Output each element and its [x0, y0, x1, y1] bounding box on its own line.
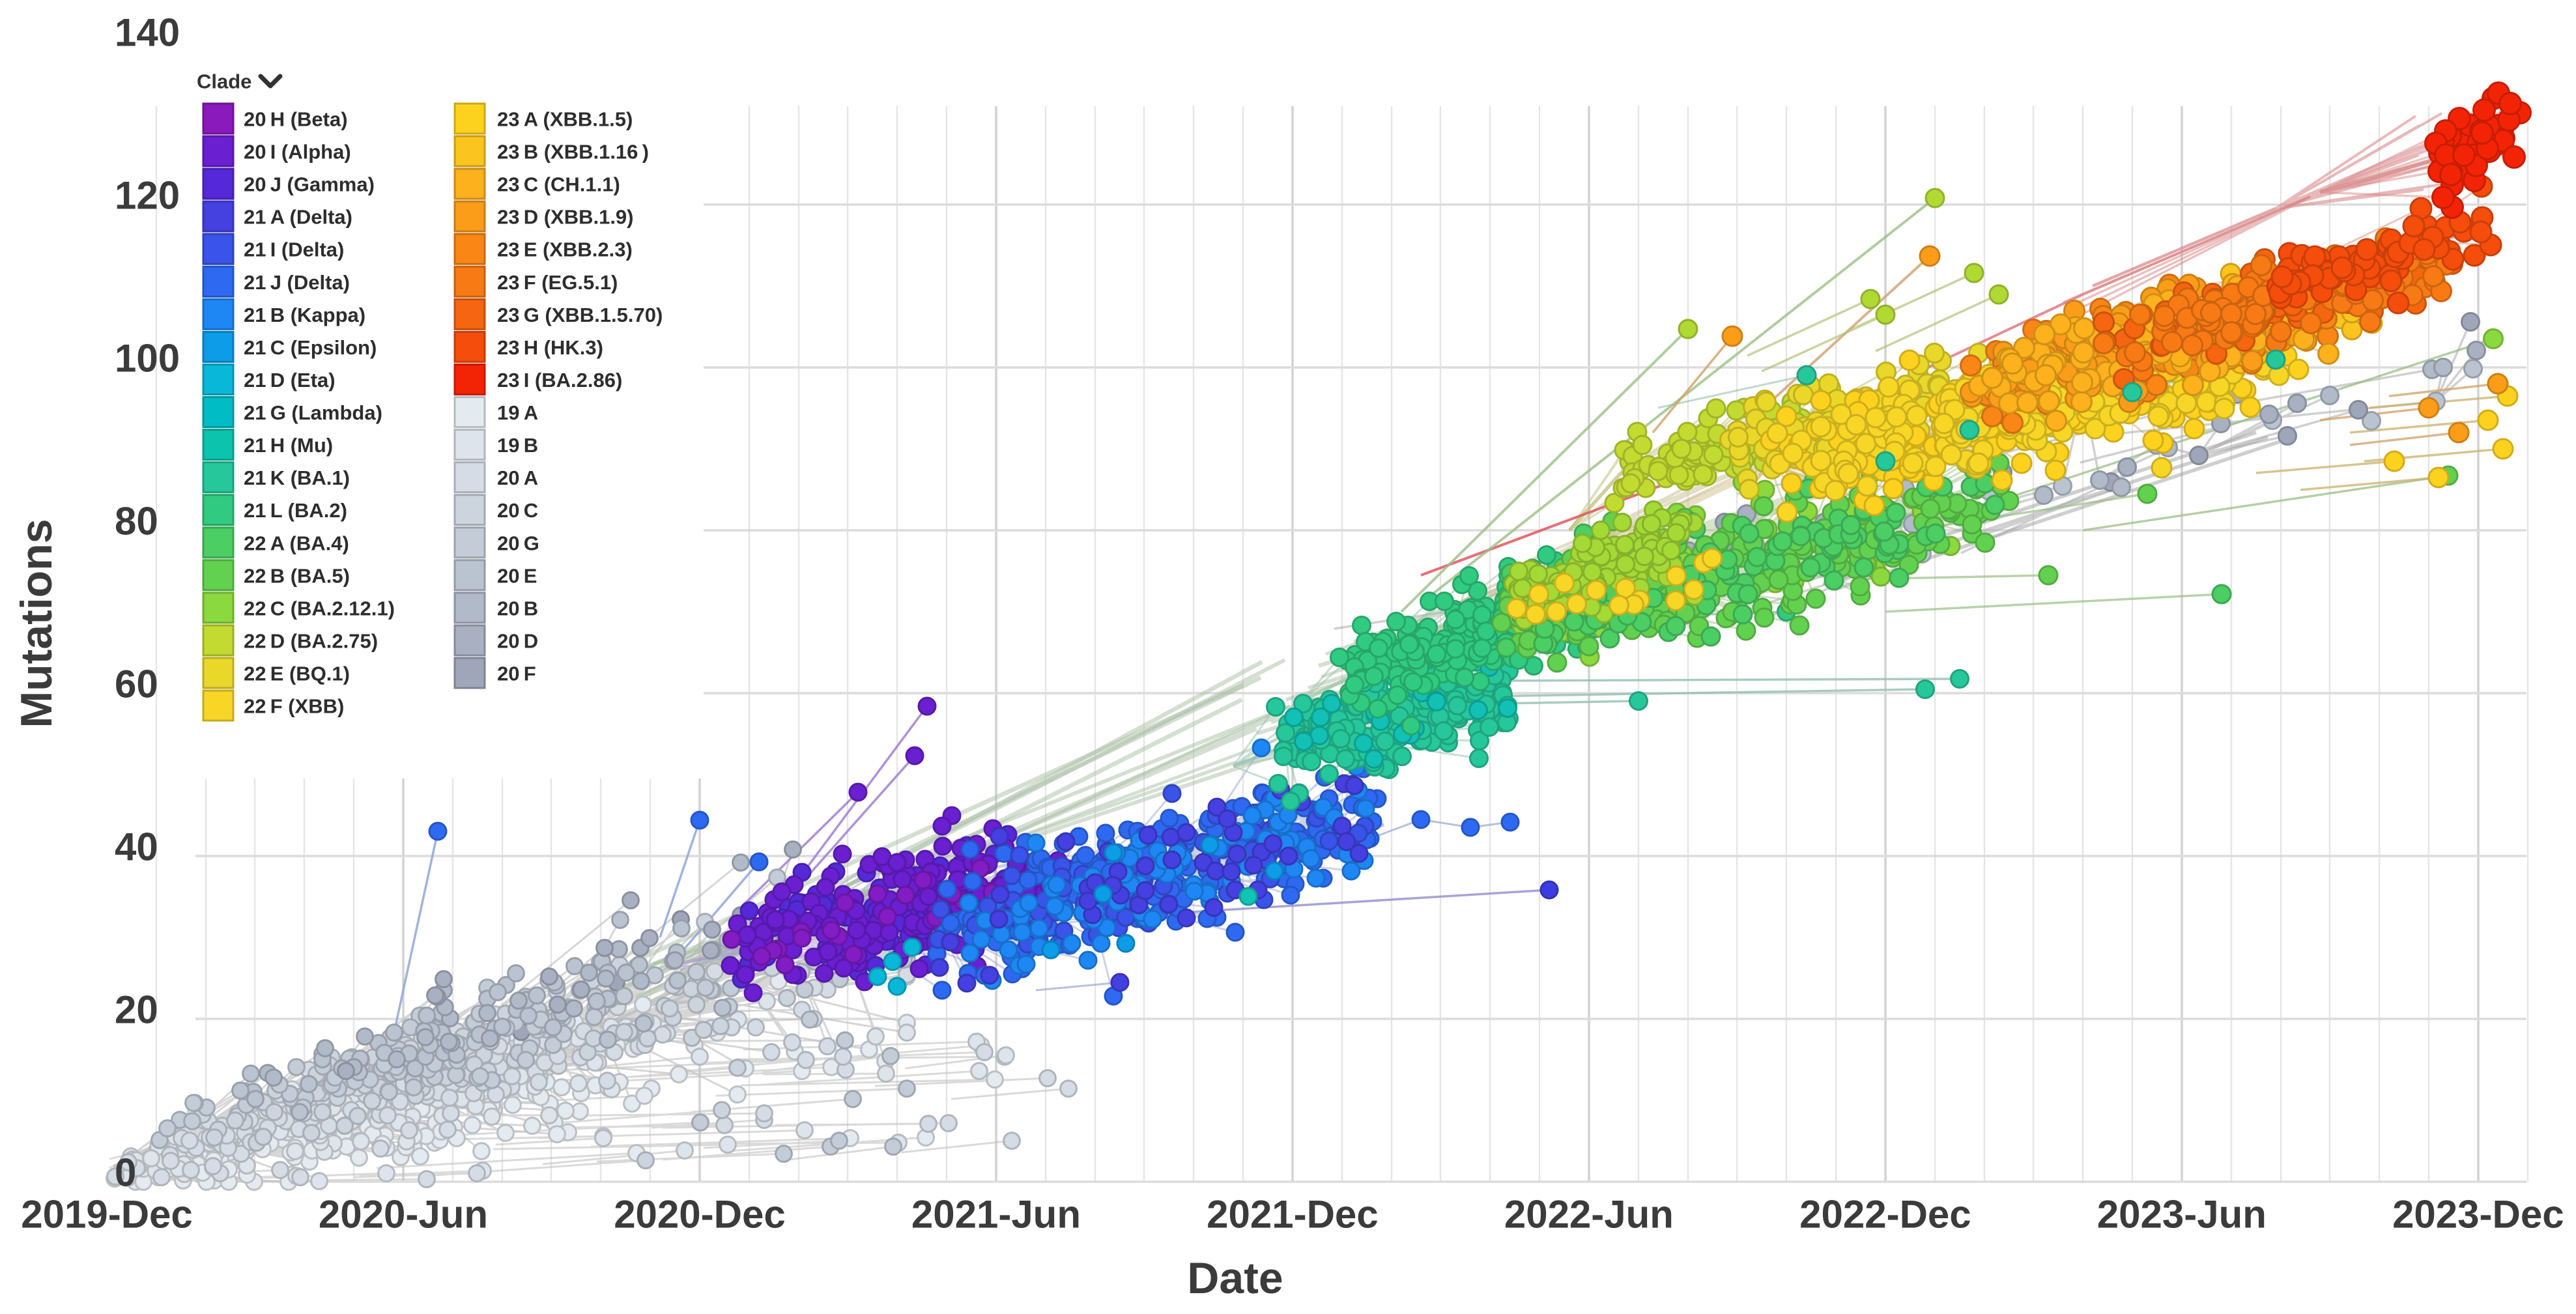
svg-text:21 J (Delta): 21 J (Delta) — [244, 271, 350, 294]
svg-text:2021-Jun: 2021-Jun — [911, 1193, 1081, 1236]
svg-text:0: 0 — [115, 1151, 136, 1195]
svg-text:21 B (Kappa): 21 B (Kappa) — [244, 304, 365, 326]
svg-text:20 B: 20 B — [497, 597, 538, 620]
svg-text:22 B (BA.5): 22 B (BA.5) — [244, 564, 350, 587]
svg-text:23 E (XBB.2.3): 23 E (XBB.2.3) — [497, 238, 633, 261]
svg-text:20 E: 20 E — [497, 564, 537, 587]
svg-text:23 A (XBB.1.5): 23 A (XBB.1.5) — [497, 108, 633, 131]
svg-text:21 D (Eta): 21 D (Eta) — [244, 369, 336, 392]
svg-text:22 C (BA.2.12.1): 22 C (BA.2.12.1) — [244, 597, 395, 620]
svg-text:2022-Dec: 2022-Dec — [1799, 1193, 1971, 1236]
svg-text:Mutations: Mutations — [12, 519, 61, 728]
svg-text:19 A: 19 A — [497, 401, 538, 424]
svg-text:21 L (BA.2): 21 L (BA.2) — [244, 499, 347, 522]
svg-text:23 H (HK.3): 23 H (HK.3) — [497, 336, 603, 359]
svg-text:23 C (CH.1.1): 23 C (CH.1.1) — [497, 173, 620, 196]
svg-text:21 H (Mu): 21 H (Mu) — [244, 434, 333, 457]
svg-text:21 C (Epsilon): 21 C (Epsilon) — [244, 336, 377, 359]
svg-text:Clade: Clade — [197, 70, 251, 93]
svg-text:100: 100 — [115, 337, 180, 380]
svg-text:21 A (Delta): 21 A (Delta) — [244, 206, 352, 229]
svg-text:2019-Dec: 2019-Dec — [21, 1193, 193, 1236]
svg-text:60: 60 — [115, 663, 158, 706]
svg-text:20 D: 20 D — [497, 629, 538, 652]
svg-text:23 F (EG.5.1): 23 F (EG.5.1) — [497, 271, 618, 294]
svg-text:2020-Jun: 2020-Jun — [319, 1193, 488, 1236]
svg-text:22 F (XBB): 22 F (XBB) — [244, 695, 344, 718]
svg-text:23 G (XBB.1.5.70): 23 G (XBB.1.5.70) — [497, 304, 663, 326]
svg-text:20 I (Alpha): 20 I (Alpha) — [244, 141, 351, 164]
svg-text:20 C: 20 C — [497, 499, 538, 522]
svg-text:21 I (Delta): 21 I (Delta) — [244, 238, 344, 261]
svg-text:120: 120 — [115, 174, 180, 218]
svg-text:2023-Dec: 2023-Dec — [2392, 1193, 2564, 1236]
svg-text:40: 40 — [115, 825, 158, 869]
svg-text:23 B (XBB.1.16 ): 23 B (XBB.1.16 ) — [497, 141, 649, 164]
svg-text:20 H (Beta): 20 H (Beta) — [244, 108, 348, 131]
svg-text:19 B: 19 B — [497, 434, 538, 457]
svg-text:2022-Jun: 2022-Jun — [1504, 1193, 1674, 1236]
svg-text:20: 20 — [115, 988, 158, 1032]
svg-text:22 D (BA.2.75): 22 D (BA.2.75) — [244, 629, 378, 652]
svg-text:2023-Jun: 2023-Jun — [2097, 1193, 2267, 1236]
svg-text:Date: Date — [1187, 1253, 1283, 1303]
svg-text:2021-Dec: 2021-Dec — [1207, 1193, 1379, 1236]
svg-text:20 A: 20 A — [497, 466, 538, 489]
svg-text:140: 140 — [115, 11, 180, 55]
svg-text:21 K (BA.1): 21 K (BA.1) — [244, 466, 350, 489]
svg-text:23 I (BA.2.86): 23 I (BA.2.86) — [497, 369, 622, 392]
svg-text:23 D (XBB.1.9): 23 D (XBB.1.9) — [497, 206, 634, 229]
svg-text:21 G (Lambda): 21 G (Lambda) — [244, 401, 382, 424]
svg-text:22 A (BA.4): 22 A (BA.4) — [244, 532, 349, 554]
svg-text:80: 80 — [115, 500, 158, 543]
svg-text:20 G: 20 G — [497, 532, 539, 554]
svg-text:20 J (Gamma): 20 J (Gamma) — [244, 173, 375, 196]
svg-text:20 F: 20 F — [497, 663, 536, 685]
svg-text:22 E (BQ.1): 22 E (BQ.1) — [244, 663, 350, 685]
svg-text:2020-Dec: 2020-Dec — [614, 1193, 786, 1236]
